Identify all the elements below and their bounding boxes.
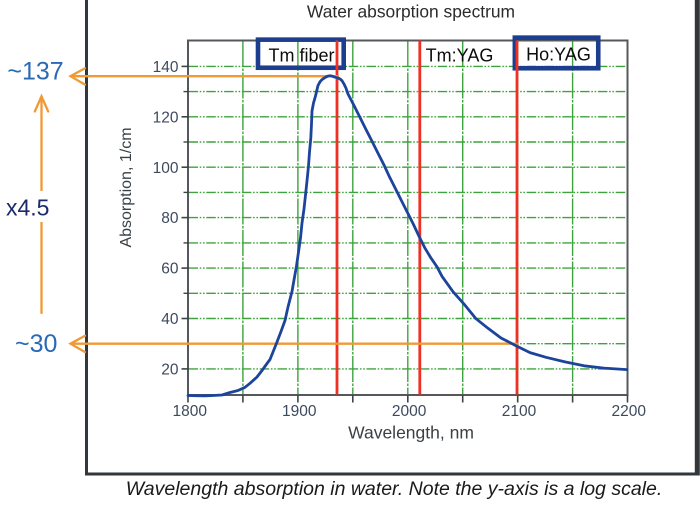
- svg-text:2200: 2200: [612, 403, 647, 420]
- svg-text:Tm fiber: Tm fiber: [268, 46, 334, 66]
- svg-text:60: 60: [161, 261, 179, 278]
- svg-text:2100: 2100: [502, 403, 537, 420]
- svg-text:Wavelength, nm: Wavelength, nm: [348, 423, 474, 443]
- svg-text:Tm:YAG: Tm:YAG: [426, 46, 494, 66]
- svg-text:Water absorption spectrum: Water absorption spectrum: [307, 2, 515, 22]
- svg-text:~30: ~30: [15, 330, 57, 358]
- svg-text:Absorption, 1/cm: Absorption, 1/cm: [118, 127, 135, 247]
- svg-text:2000: 2000: [392, 403, 427, 420]
- svg-text:x4.5: x4.5: [6, 195, 49, 221]
- svg-text:80: 80: [161, 210, 179, 227]
- svg-text:Wavelength absorption in water: Wavelength absorption in water. Note the…: [126, 478, 663, 500]
- svg-text:~137: ~137: [7, 58, 63, 86]
- svg-text:120: 120: [153, 109, 179, 126]
- svg-text:1900: 1900: [282, 403, 317, 420]
- svg-text:20: 20: [161, 362, 179, 379]
- svg-text:140: 140: [153, 59, 179, 76]
- svg-text:1800: 1800: [173, 403, 208, 420]
- svg-text:100: 100: [153, 160, 179, 177]
- svg-text:Ho:YAG: Ho:YAG: [526, 45, 591, 65]
- svg-text:40: 40: [161, 311, 179, 328]
